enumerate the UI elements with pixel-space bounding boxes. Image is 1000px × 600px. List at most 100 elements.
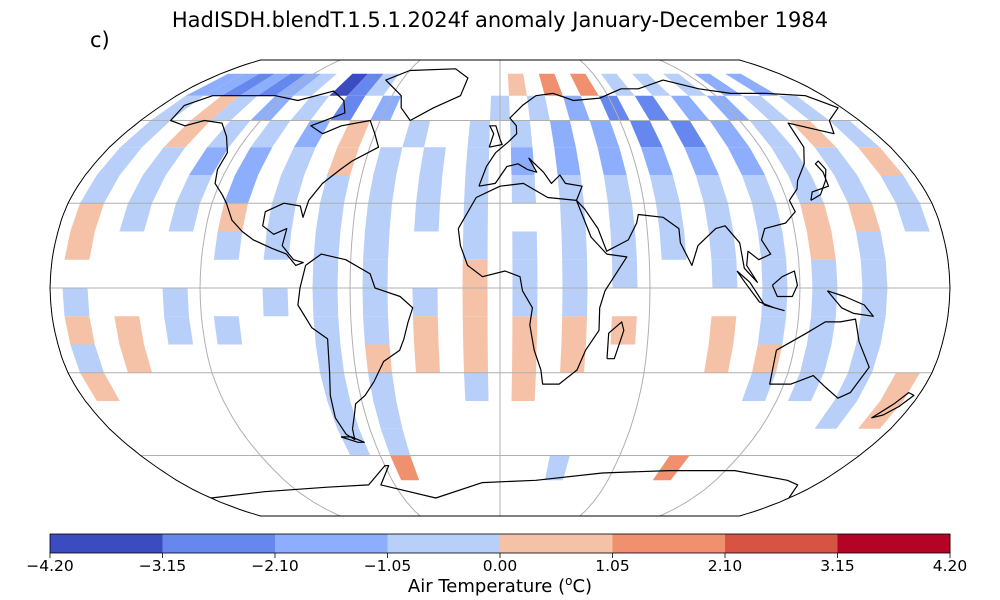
anomaly-cell: [806, 231, 836, 260]
anomaly-cell: [634, 95, 670, 121]
anomaly-cell: [601, 73, 635, 96]
anomaly-cell: [315, 344, 344, 373]
colorbar-bin: [387, 534, 501, 553]
anomaly-cell: [221, 73, 275, 96]
anomaly-cell: [814, 401, 858, 429]
anomaly-cell: [561, 231, 588, 260]
anomaly-cell: [538, 73, 563, 96]
anomaly-cell: [771, 147, 811, 175]
anomaly-cell: [62, 288, 90, 317]
anomaly-cell: [315, 203, 344, 232]
anomaly-cell: [848, 344, 881, 373]
anomaly-cell: [742, 95, 790, 121]
anomaly-cell: [569, 73, 599, 96]
anomaly-cell: [467, 120, 490, 148]
colorbar-tick-label: −4.20: [26, 557, 74, 575]
anomaly-cell: [163, 120, 211, 148]
anomaly-cell: [694, 73, 743, 96]
colorbar-tick-label: −1.05: [363, 557, 412, 575]
anomaly-cell: [337, 120, 371, 148]
anomaly-cell: [663, 73, 707, 96]
colorbar-tick-label: 4.20: [932, 557, 968, 575]
anomaly-cell: [262, 288, 289, 317]
anomaly-cell: [629, 120, 663, 148]
anomaly-cell: [560, 203, 586, 232]
anomaly-cell: [414, 203, 440, 232]
colorbar-tick-label: 0.00: [482, 557, 518, 575]
anomaly-cell: [669, 120, 707, 148]
map-title: HadISDH.blendT.1.5.1.2024f anomaly Janua…: [171, 8, 829, 32]
anomaly-cell: [224, 175, 259, 204]
anomaly-cell: [880, 372, 920, 401]
anomaly-cell: [612, 259, 638, 288]
anomaly-cell: [709, 120, 750, 148]
anomaly-cell: [364, 203, 392, 232]
anomaly-cell: [695, 175, 728, 204]
anomaly-cell: [464, 175, 489, 204]
anomaly-cell: [128, 175, 166, 204]
anomaly-cell: [347, 73, 384, 96]
anomaly-cell: [462, 231, 488, 260]
anomaly-cell: [848, 203, 881, 232]
coastline: [457, 182, 628, 385]
coastline: [736, 270, 785, 312]
anomaly-cell: [641, 147, 673, 175]
anomaly-cell: [757, 231, 787, 260]
colorbar-label-text: Air Temperature (: [407, 576, 566, 597]
anomaly-cell: [463, 344, 488, 373]
anomaly-cell: [610, 231, 637, 260]
anomaly-cell: [800, 344, 832, 373]
anomaly-cell: [162, 288, 189, 317]
anomaly-cell: [562, 288, 588, 317]
anomaly-cell: [390, 455, 420, 481]
coastline: [385, 68, 469, 122]
colorbar-label-superscript: o: [565, 574, 573, 588]
anomaly-cell: [185, 73, 244, 96]
anomaly-cell: [561, 316, 588, 345]
anomaly-cell: [70, 344, 104, 373]
anomaly-cell: [368, 175, 397, 204]
anomaly-cell: [896, 203, 930, 232]
anomaly-cell: [829, 120, 880, 148]
anomaly-cell: [416, 175, 443, 204]
anomaly-cell: [603, 175, 632, 204]
anomaly-cell: [412, 316, 439, 345]
anomaly-cell: [210, 95, 258, 121]
coastline: [340, 436, 365, 443]
anomaly-cell: [749, 120, 793, 148]
anomaly-cell: [412, 288, 438, 317]
anomaly-cell: [562, 95, 590, 121]
anomaly-cell: [652, 455, 690, 481]
anomaly-cell: [727, 147, 765, 175]
coastline: [810, 160, 830, 201]
anomaly-cell: [512, 259, 538, 288]
anomaly-cell: [414, 344, 440, 373]
anomaly-cell: [608, 203, 636, 232]
anomaly-cell: [213, 231, 243, 260]
anomaly-cell: [464, 372, 489, 401]
colorbar-tick-label: −3.15: [138, 557, 187, 575]
colorbar-bin: [837, 534, 951, 553]
anomaly-cell: [708, 316, 737, 345]
colorbar: [49, 533, 951, 558]
coastline: [170, 90, 380, 266]
anomaly-cell: [512, 344, 537, 373]
panel-label: c): [90, 28, 110, 52]
coastlines: [170, 68, 915, 499]
anomaly-cell: [462, 316, 488, 345]
graticule: [50, 60, 950, 516]
anomaly-cell: [811, 259, 838, 288]
colorbar-bin: [612, 534, 726, 553]
anomaly-cell: [510, 120, 533, 148]
coastline: [211, 465, 799, 499]
colorbar-tick-label: 1.05: [595, 557, 630, 575]
anomaly-cell: [752, 203, 783, 232]
anomaly-cell: [834, 372, 872, 401]
anomaly-cell: [327, 401, 359, 429]
colorbar-bin: [275, 534, 388, 553]
anomaly-cell: [511, 372, 536, 401]
coastline: [871, 392, 915, 419]
anomaly-cell: [320, 175, 351, 204]
anomaly-cell: [778, 95, 830, 121]
anomaly-cell: [281, 147, 316, 175]
